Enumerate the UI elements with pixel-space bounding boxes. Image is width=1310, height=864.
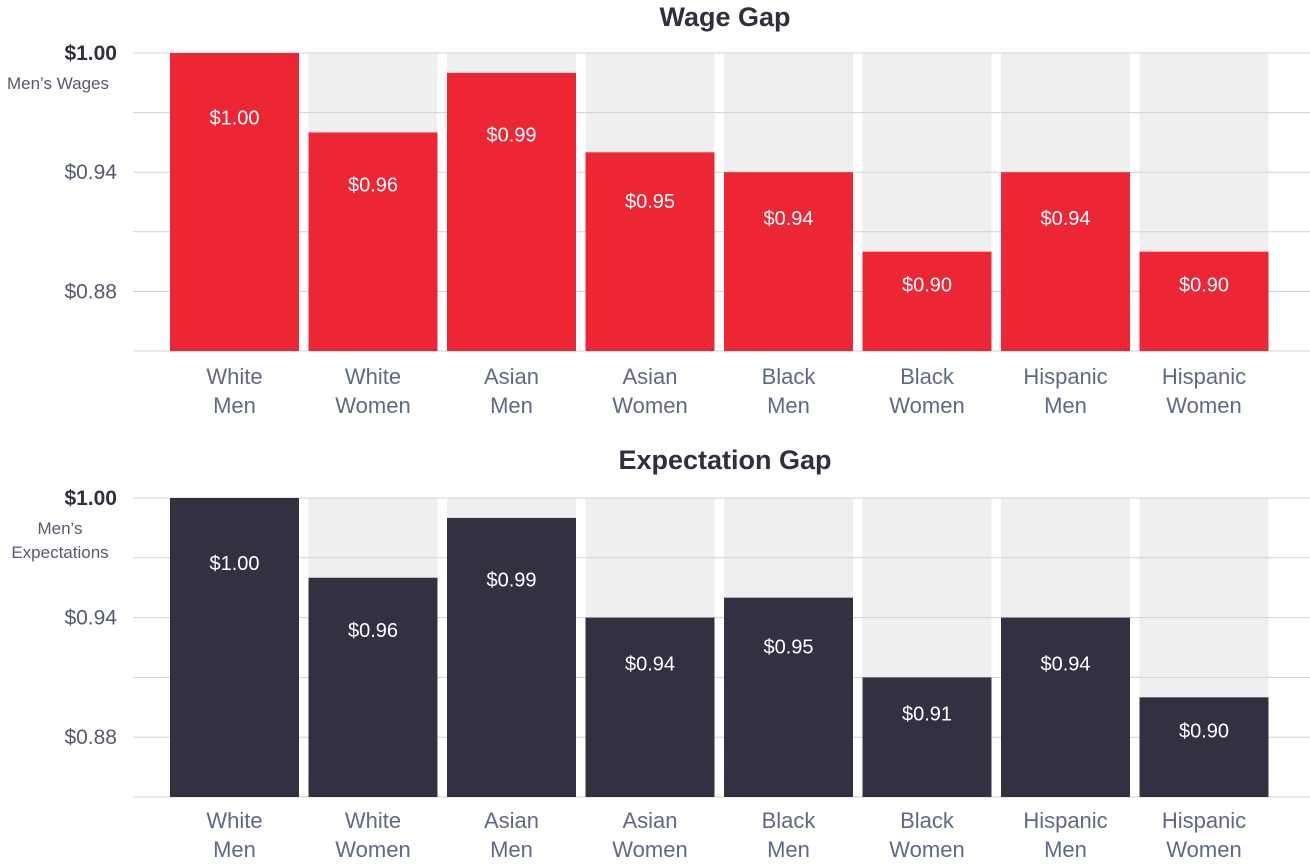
expectation-category-label: Men (213, 837, 256, 862)
wage-category-label: Men (213, 393, 256, 418)
expectation-category-label: Women (1166, 837, 1241, 862)
expectation-category-label: Hispanic (1162, 808, 1246, 833)
wage-category-label: Men (767, 393, 810, 418)
expectation-y-tick-label: $0.88 (64, 726, 117, 749)
wage-chart-title: Wage Gap (659, 2, 790, 32)
wage-category-label: Men (490, 393, 533, 418)
expectation-bar-value-label: $0.91 (902, 704, 952, 726)
expectation-y-tick-label: $0.94 (64, 607, 117, 630)
expectation-category-label: White (345, 808, 401, 833)
expectation-y-tick-label: $1.00 (64, 487, 117, 510)
expectation-bar-value-label: $1.00 (209, 553, 259, 575)
wage-y-axis-label: Men’s Wages (7, 74, 109, 93)
wage-category-label: Women (889, 393, 964, 418)
expectation-bar (447, 517, 576, 797)
expectation-y-axis-label: Expectations (11, 543, 108, 562)
expectation-bar (170, 498, 299, 797)
wage-bar (724, 172, 853, 351)
expectation-bar (862, 677, 992, 797)
expectation-bar (308, 577, 438, 797)
expectation-category-label: Men (490, 837, 533, 862)
wage-bar-value-label: $0.94 (1040, 208, 1090, 230)
wage-bar (1139, 251, 1269, 351)
wage-category-label: Black (900, 364, 955, 389)
wage-bar (1001, 172, 1130, 351)
wage-bar (447, 72, 576, 351)
expectation-category-label: Women (612, 837, 687, 862)
expectation-category-label: Men (767, 837, 810, 862)
expectation-bar-value-label: $0.96 (348, 620, 398, 642)
expectation-bar-value-label: $0.99 (486, 570, 536, 592)
wage-category-label: Women (1166, 393, 1241, 418)
expectation-category-label: Men (1044, 837, 1087, 862)
expectation-bar (585, 617, 715, 797)
wage-category-label: Women (612, 393, 687, 418)
expectation-y-axis-label: Men’s (37, 519, 82, 538)
wage-bar-value-label: $0.99 (486, 124, 536, 146)
wage-category-label: Asian (484, 364, 539, 389)
wage-y-tick-label: $0.94 (64, 161, 117, 184)
wage-category-label: Black (762, 364, 817, 389)
wage-bar-value-label: $0.90 (902, 275, 952, 297)
wage-bar-value-label: $0.95 (625, 191, 675, 213)
expectation-category-label: Black (900, 808, 955, 833)
wage-bar (308, 132, 438, 351)
wage-category-label: White (206, 364, 262, 389)
expectation-category-label: Asian (622, 808, 677, 833)
wage-category-label: Asian (622, 364, 677, 389)
expectation-bar-value-label: $0.95 (763, 637, 813, 659)
expectation-bar (1001, 617, 1130, 797)
wage-bar-value-label: $1.00 (209, 108, 259, 130)
expectation-category-label: Hispanic (1023, 808, 1107, 833)
wage-bar (170, 53, 299, 351)
wage-bar-value-label: $0.96 (348, 174, 398, 196)
wage-bar (862, 251, 992, 351)
wage-bar (585, 152, 715, 351)
expectation-chart-title: Expectation Gap (618, 445, 831, 475)
expectation-category-label: Women (889, 837, 964, 862)
wage-bar-value-label: $0.94 (763, 208, 813, 230)
expectation-category-label: Women (335, 837, 410, 862)
wage-category-label: Hispanic (1162, 364, 1246, 389)
wage-category-label: Hispanic (1023, 364, 1107, 389)
expectation-category-label: Asian (484, 808, 539, 833)
expectation-category-label: Black (762, 808, 817, 833)
wage-y-tick-label: $1.00 (64, 42, 117, 65)
expectation-category-label: White (206, 808, 262, 833)
expectation-bar (724, 597, 853, 797)
wage-category-label: White (345, 364, 401, 389)
expectation-bar (1139, 697, 1269, 797)
expectation-bar-value-label: $0.94 (625, 653, 675, 675)
wage-category-label: Women (335, 393, 410, 418)
expectation-bar-value-label: $0.94 (1040, 653, 1090, 675)
expectation-bar-value-label: $0.90 (1179, 720, 1229, 742)
wage-bar-value-label: $0.90 (1179, 275, 1229, 297)
wage-category-label: Men (1044, 393, 1087, 418)
wage-y-tick-label: $0.88 (64, 280, 117, 303)
